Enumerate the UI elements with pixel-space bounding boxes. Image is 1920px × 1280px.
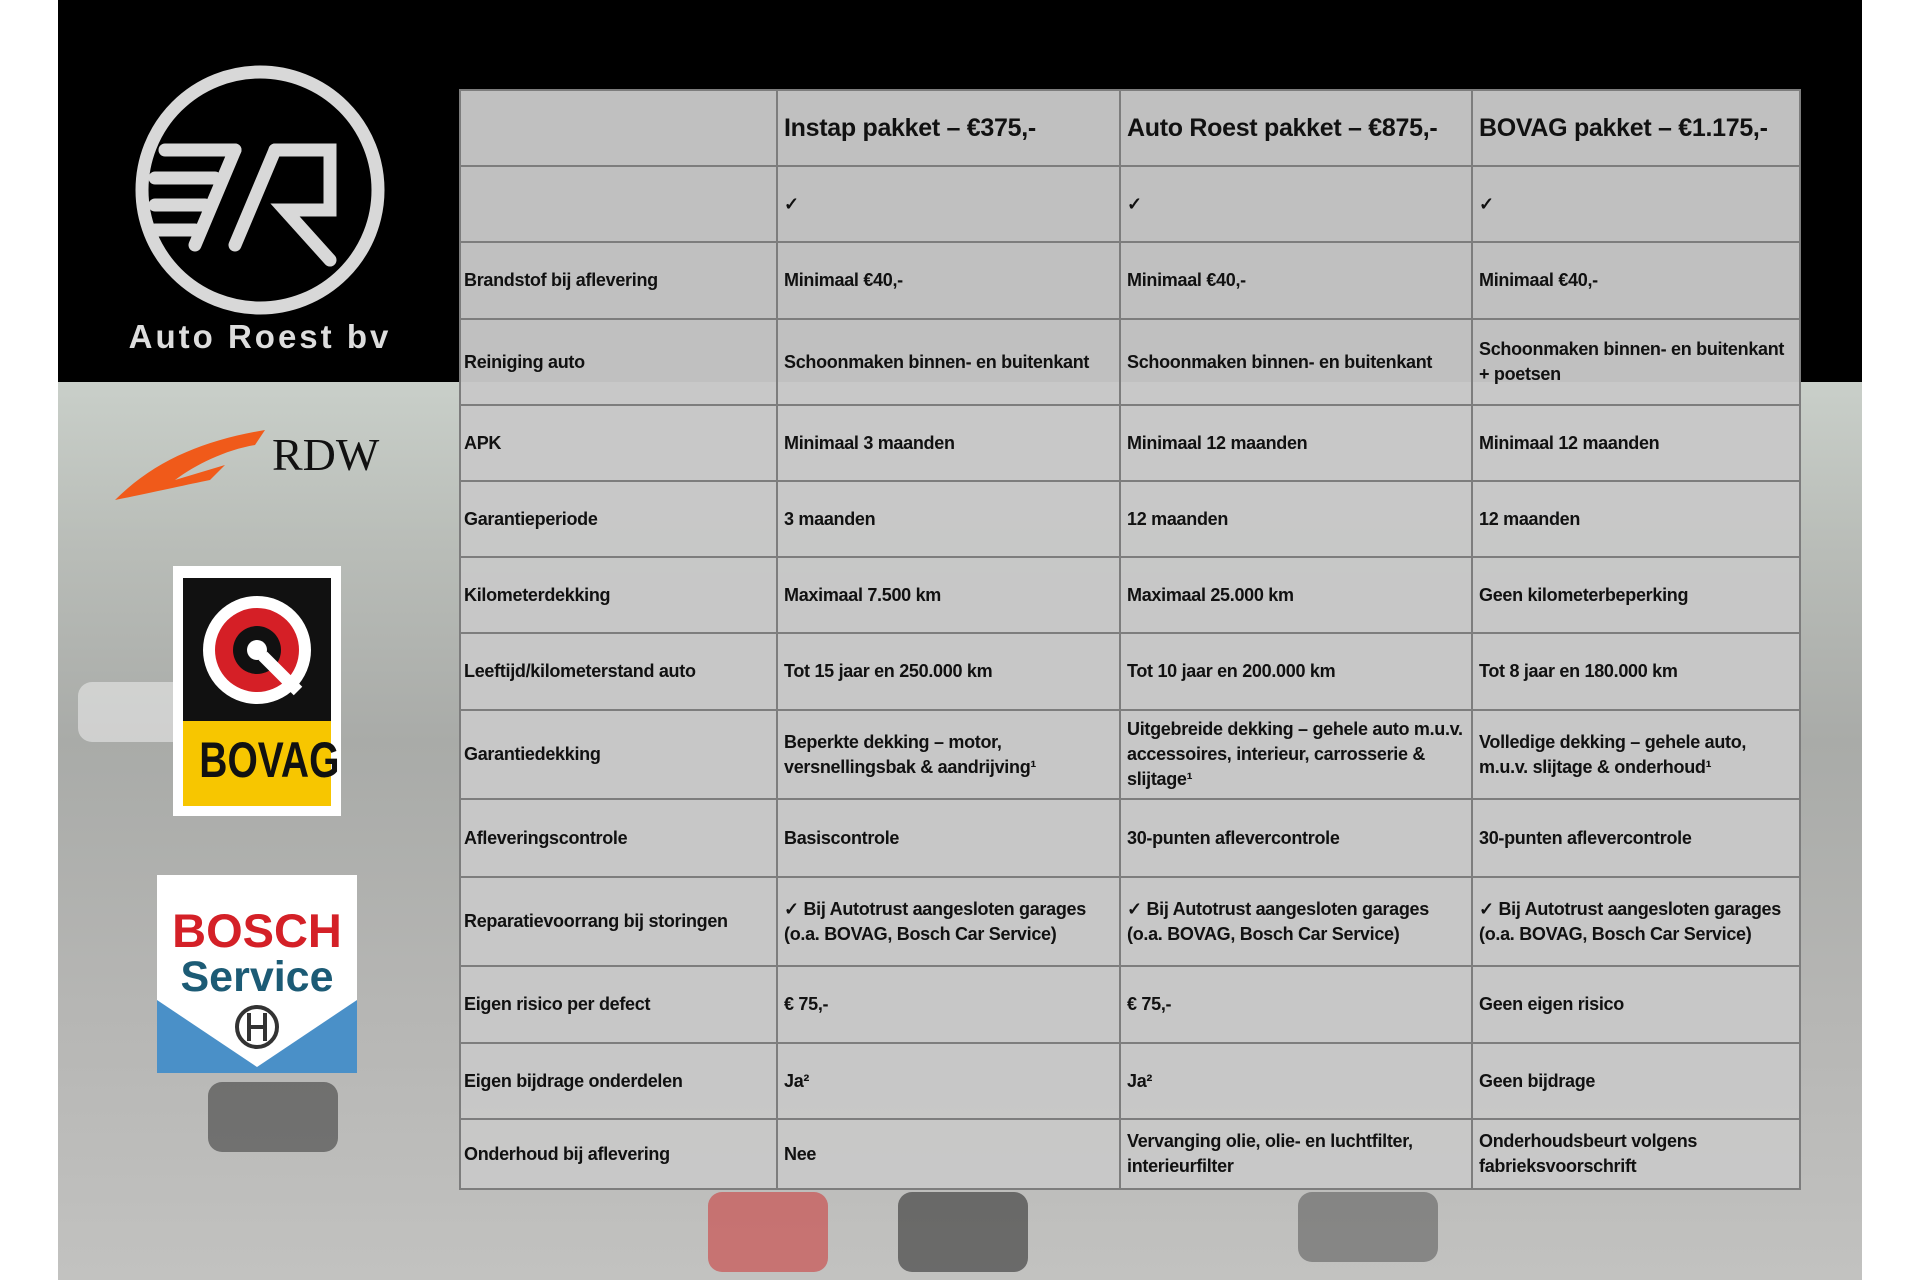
row-label: Reiniging auto (459, 318, 778, 406)
table-cell: Beperkte dekking – motor, versnellingsba… (776, 709, 1121, 800)
table-cell: ✓ Bij Autotrust aangesloten garages (o.a… (1471, 876, 1801, 967)
bovag-logo: BOVAG (173, 566, 341, 816)
bosch-service-text: Service (180, 953, 334, 1001)
table-cell: Minimaal €40,- (776, 241, 1121, 320)
table-cell: Maximaal 25.000 km (1119, 556, 1473, 634)
table-cell: € 75,- (1119, 965, 1473, 1044)
table-cell: ✓ Bij Autotrust aangesloten garages (o.a… (776, 876, 1121, 967)
table-cell: Tot 10 jaar en 200.000 km (1119, 632, 1473, 711)
row-label: Garantiedekking (459, 709, 778, 800)
row-label: Kilometerdekking (459, 556, 778, 634)
table-cell: 30-punten aflevercontrole (1119, 798, 1473, 878)
column-header: Instap pakket – €375,- (776, 89, 1121, 167)
table-cell: Nee (776, 1118, 1121, 1190)
table-cell: Geen eigen risico (1471, 965, 1801, 1044)
table-cell: Minimaal €40,- (1119, 241, 1473, 320)
bovag-logo-text: BOVAG (199, 732, 340, 788)
table-cell: 12 maanden (1119, 480, 1473, 558)
table-row: APK Minimaal 3 maanden Minimaal 12 maanden… (459, 404, 1801, 482)
row-label: Eigen bijdrage onderdelen (459, 1042, 778, 1120)
table-row: Onderhoud bij aflevering Nee Vervanging ol… (459, 1118, 1801, 1190)
bosch-logo-text: BOSCH (172, 904, 342, 957)
row-label (459, 165, 778, 243)
table-cell: Maximaal 7.500 km (776, 556, 1121, 634)
row-label: Eigen risico per defect (459, 965, 778, 1044)
table-row: ✓ ✓ ✓ (459, 165, 1801, 243)
table-row: Garantieperiode 3 maanden 12 maanden 12 maa… (459, 480, 1801, 558)
table-cell: Schoonmaken binnen- en buitenkant (776, 318, 1121, 406)
row-label: APK (459, 404, 778, 482)
row-label: Onderhoud bij aflevering (459, 1118, 778, 1190)
table-row: Reiniging auto Schoonmaken binnen- en bui… (459, 318, 1801, 406)
table-cell: Tot 8 jaar en 180.000 km (1471, 632, 1801, 711)
table-cell: Ja² (776, 1042, 1121, 1120)
table-cell: Geen bijdrage (1471, 1042, 1801, 1120)
row-label: Afleveringscontrole (459, 798, 778, 878)
row-label: Leeftijd/kilometerstand auto (459, 632, 778, 711)
table-cell: € 75,- (776, 965, 1121, 1044)
table-cell: Geen kilometerbeperking (1471, 556, 1801, 634)
table-row: Brandstof bij aflevering Minimaal €40,- Mi… (459, 241, 1801, 320)
table-row: Garantiedekking Beperkte dekking – motor,… (459, 709, 1801, 800)
auto-roest-logo (135, 65, 385, 315)
table-cell: Schoonmaken binnen- en buitenkant (1119, 318, 1473, 406)
table-cell: Minimaal 12 maanden (1119, 404, 1473, 482)
table-row: Leeftijd/kilometerstand auto Tot 15 jaar … (459, 632, 1801, 711)
table-header-row: Instap pakket – €375,- Auto Roest pakket … (459, 89, 1801, 167)
table-cell: Schoonmaken binnen- en buitenkant + poet… (1471, 318, 1801, 406)
column-header (459, 89, 778, 167)
row-label: Garantieperiode (459, 480, 778, 558)
column-header: BOVAG pakket – €1.175,- (1471, 89, 1801, 167)
table-cell: ✓ (1119, 165, 1473, 243)
table-cell: 30-punten aflevercontrole (1471, 798, 1801, 878)
table-cell: Ja² (1119, 1042, 1473, 1120)
table-cell: Volledige dekking – gehele auto, m.u.v. … (1471, 709, 1801, 800)
brand-name: Auto Roest bv (128, 318, 392, 355)
table-cell: Minimaal 3 maanden (776, 404, 1121, 482)
table-cell: 12 maanden (1471, 480, 1801, 558)
rdw-logo-text: RDW (272, 429, 380, 480)
table-cell: Vervanging olie, olie- en luchtfilter, i… (1119, 1118, 1473, 1190)
row-label: Brandstof bij aflevering (459, 241, 778, 320)
package-comparison-table: Instap pakket – €375,- Auto Roest pakket … (459, 89, 1801, 1190)
table-cell: ✓ Bij Autotrust aangesloten garages (o.a… (1119, 876, 1473, 967)
table-row: Afleveringscontrole Basiscontrole 30-punte… (459, 798, 1801, 878)
table-cell: Tot 15 jaar en 250.000 km (776, 632, 1121, 711)
table-cell: Uitgebreide dekking – gehele auto m.u.v.… (1119, 709, 1473, 800)
table-row: Eigen bijdrage onderdelen Ja² Ja² Geen bijd… (459, 1042, 1801, 1120)
rdw-logo (115, 430, 265, 500)
table-cell: ✓ (1471, 165, 1801, 243)
table-row: Reparatievoorrang bij storingen ✓ Bij Aut… (459, 876, 1801, 967)
row-label: Reparatievoorrang bij storingen (459, 876, 778, 967)
table-row: Kilometerdekking Maximaal 7.500 km Maximaa… (459, 556, 1801, 634)
table-cell: Onderhoudsbeurt volgens fabrieksvoorschr… (1471, 1118, 1801, 1190)
bosch-service-logo: BOSCH Service (157, 875, 357, 1073)
table-cell: ✓ (776, 165, 1121, 243)
column-header: Auto Roest pakket – €875,- (1119, 89, 1473, 167)
table-cell: Minimaal €40,- (1471, 241, 1801, 320)
table-row: Eigen risico per defect € 75,- € 75,- Geen … (459, 965, 1801, 1044)
table-cell: Minimaal 12 maanden (1471, 404, 1801, 482)
table-cell: Basiscontrole (776, 798, 1121, 878)
table-cell: 3 maanden (776, 480, 1121, 558)
